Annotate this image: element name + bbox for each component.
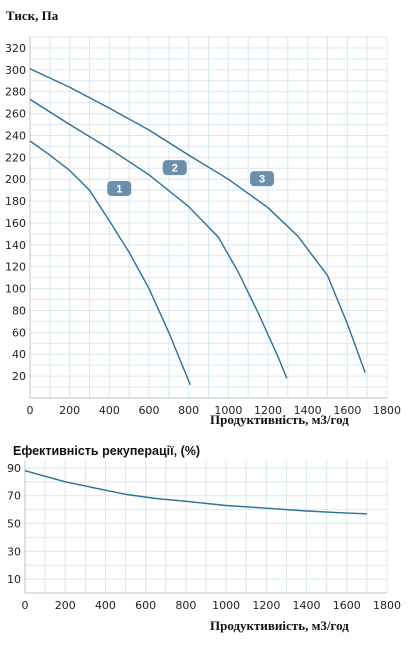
c1-y-tick-label: 100: [5, 283, 26, 296]
recuperation-chart: Ефективність рекуперації, (%) 10 30 50 70 90…: [7, 444, 401, 633]
c1-y-tick-label: 240: [5, 129, 26, 142]
c2-x-tick-label: 600: [135, 599, 156, 612]
c1-y-tick-label: 280: [5, 86, 26, 99]
c1-x-tick-label: 0: [27, 404, 34, 417]
c2-y-tick-label: 10: [7, 573, 21, 586]
c2-x-tick-label: 1600: [333, 599, 361, 612]
c1-y-tick-label: 320: [5, 42, 26, 55]
c1-series-1-line: [29, 140, 191, 386]
c1-x-tick-label: 1000: [214, 404, 242, 417]
c2-x-tick-label: 1200: [252, 599, 280, 612]
c1-x-tick-label: 1800: [373, 404, 401, 417]
pressure-chart-title: Тиск, Па: [6, 8, 59, 23]
c2-x-tick-label: 400: [95, 599, 116, 612]
c2-x-tick-label: 800: [175, 599, 196, 612]
c1-x-tick-label: 1600: [333, 404, 361, 417]
recuperation-chart-xlabel: Продуктивність, м3/год: [210, 618, 349, 633]
series-badge-3: 3: [250, 171, 275, 187]
c1-y-tick-label: 40: [12, 348, 26, 361]
c1-y-tick-label: 120: [5, 261, 26, 274]
c1-series-2-line: [29, 98, 288, 379]
c2-y-tick-label: 50: [7, 518, 21, 531]
series-badge-1: 1: [107, 180, 132, 196]
c2-x-tick-label: 1400: [293, 599, 321, 612]
c1-x-tick-label: 1400: [294, 404, 322, 417]
c1-y-tick-label: 260: [5, 108, 26, 121]
c1-y-tick-label: 200: [5, 173, 26, 186]
recuperation-chart-title: Ефективність рекуперації, (%): [13, 444, 200, 458]
c1-x-tick-label: 600: [139, 404, 160, 417]
c2-x-tick-label: 1800: [373, 599, 401, 612]
c2-x-tick-label: 1000: [212, 599, 240, 612]
pressure-chart: Тиск, Па 2040608010012014016018020022024…: [5, 8, 401, 427]
c1-x-tick-label: 800: [178, 404, 199, 417]
c1-x-tick-label: 400: [99, 404, 120, 417]
c1-y-tick-label: 220: [5, 151, 26, 164]
c1-x-tick-label: 200: [59, 404, 80, 417]
series-badge-label: 3: [259, 174, 265, 186]
c1-y-tick-label: 140: [5, 239, 26, 252]
c1-y-tick-label: 300: [5, 64, 26, 77]
c1-x-tick-label: 1200: [254, 404, 282, 417]
series-badge-2: 2: [162, 160, 187, 176]
c1-y-tick-label: 20: [12, 370, 26, 383]
series-badge-label: 2: [172, 163, 178, 175]
pressure-chart-xlabel: Продуктивність, м3/год: [210, 412, 349, 427]
c1-y-tick-label: 60: [12, 326, 26, 339]
c2-x-tick-label: 200: [55, 599, 76, 612]
c1-series-3-line: [29, 68, 366, 374]
c1-y-tick-label: 180: [5, 195, 26, 208]
c2-x-tick-label: 0: [22, 599, 29, 612]
c1-y-tick-label: 160: [5, 217, 26, 230]
c1-y-tick-label: 80: [12, 304, 26, 317]
c2-y-tick-label: 70: [7, 490, 21, 503]
c2-series-1-line: [24, 470, 367, 515]
series-badge-label: 1: [116, 183, 122, 195]
c2-y-tick-label: 30: [7, 545, 21, 558]
c2-y-tick-label: 90: [7, 462, 21, 475]
